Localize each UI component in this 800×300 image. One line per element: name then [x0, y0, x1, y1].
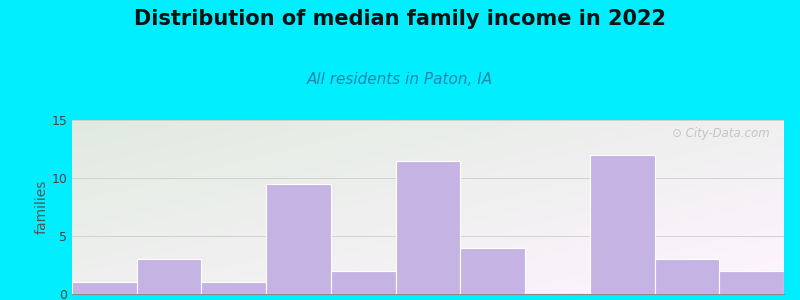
Bar: [654, 259, 719, 294]
Y-axis label: families: families: [34, 180, 49, 234]
Bar: [590, 155, 654, 294]
Text: All residents in Paton, IA: All residents in Paton, IA: [307, 72, 493, 87]
Bar: [719, 271, 784, 294]
Bar: [331, 271, 396, 294]
Bar: [266, 184, 331, 294]
Bar: [137, 259, 202, 294]
Bar: [460, 248, 525, 294]
Text: ⊙ City-Data.com: ⊙ City-Data.com: [672, 127, 770, 140]
Text: Distribution of median family income in 2022: Distribution of median family income in …: [134, 9, 666, 29]
Bar: [72, 282, 137, 294]
Bar: [202, 282, 266, 294]
Bar: [396, 160, 460, 294]
